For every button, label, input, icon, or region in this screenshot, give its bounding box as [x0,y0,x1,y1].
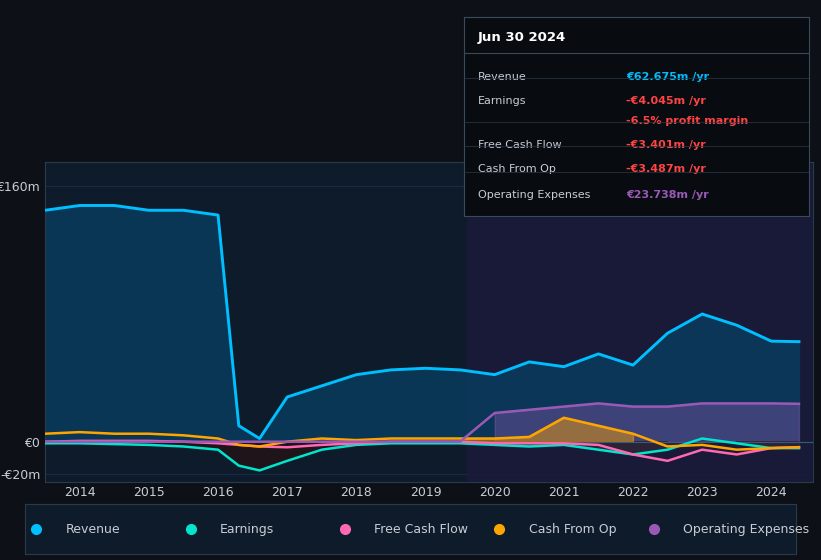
Text: Earnings: Earnings [478,96,526,106]
Text: €23.738m /yr: €23.738m /yr [626,190,709,200]
Text: -6.5% profit margin: -6.5% profit margin [626,116,748,126]
Text: -€3.401m /yr: -€3.401m /yr [626,140,706,150]
Text: Revenue: Revenue [66,522,120,536]
Text: €62.675m /yr: €62.675m /yr [626,72,709,82]
Text: Cash From Op: Cash From Op [529,522,616,536]
Text: Earnings: Earnings [220,522,274,536]
Text: Free Cash Flow: Free Cash Flow [478,140,562,150]
Text: -€4.045m /yr: -€4.045m /yr [626,96,706,106]
Text: Operating Expenses: Operating Expenses [683,522,809,536]
Text: Jun 30 2024: Jun 30 2024 [478,31,566,44]
Text: -€3.487m /yr: -€3.487m /yr [626,164,706,174]
Text: Operating Expenses: Operating Expenses [478,190,590,200]
Text: Revenue: Revenue [478,72,526,82]
Text: Cash From Op: Cash From Op [478,164,556,174]
Text: Free Cash Flow: Free Cash Flow [374,522,468,536]
Bar [467,162,813,482]
